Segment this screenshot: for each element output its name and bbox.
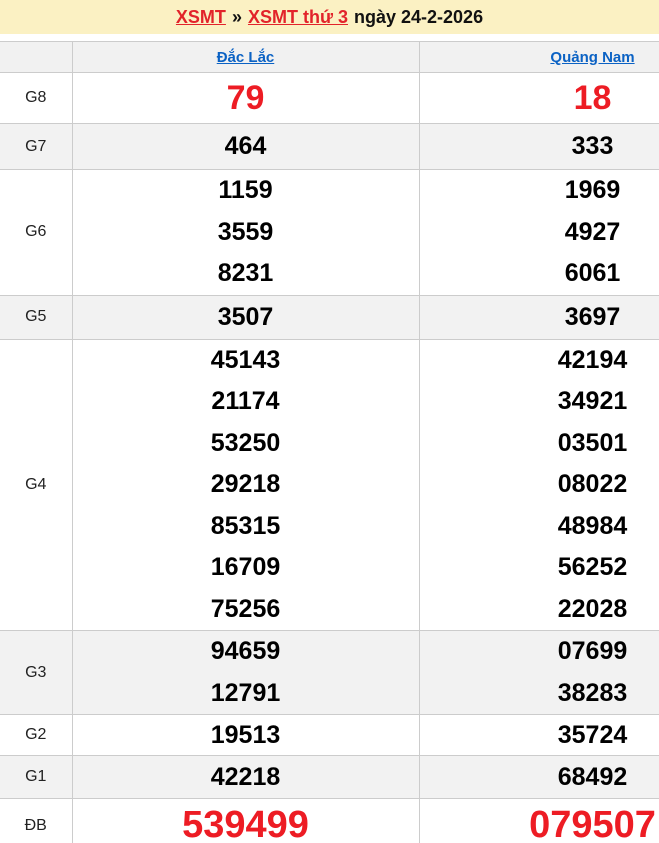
prize-number: 34921 (557, 387, 628, 415)
prize-number: 94659 (210, 637, 281, 665)
prize-number: 3559 (217, 217, 274, 246)
prize-row-g7: G7 464 333 (0, 123, 659, 170)
prize-number: 1969 (564, 176, 621, 204)
prize-row-g4: G4 45143 21174 53250 29218 85315 16709 75256 421… (0, 338, 659, 631)
province-header-quang-nam: Quảng Nam (418, 41, 659, 73)
prize-number: 18 (573, 79, 612, 117)
prize-number: 42194 (557, 345, 628, 374)
prize-numbers-cell: 1159 3559 8231 (71, 169, 420, 296)
page-header: XSMT » XSMT thứ 3 ngày 24-2-2026 (0, 0, 659, 34)
breadcrumb-separator: » (231, 6, 242, 27)
prize-number: 079507 (529, 804, 656, 843)
prize-numbers-cell: 18 (418, 72, 659, 124)
results-table: Đắc Lắc Quảng Nam G8 79 18 G7 464 333 G6 1159 35… (0, 41, 659, 843)
prize-row-g6: G6 1159 3559 8231 1969 4927 6061 (0, 169, 659, 296)
prize-label-db: ĐB (0, 798, 73, 843)
province-header-row: Đắc Lắc Quảng Nam (0, 41, 659, 73)
prize-number: 38283 (557, 678, 628, 707)
xsmt-thu-3-link[interactable]: XSMT thứ 3 (247, 6, 348, 27)
corner-cell (0, 41, 73, 73)
prize-numbers-cell: 19513 (71, 714, 420, 756)
draw-date: ngày 24-2-2026 (354, 6, 484, 27)
prize-row-db: ĐB 539499 079507 (0, 798, 659, 843)
prize-label-g6: G6 (0, 169, 73, 296)
prize-row-g2: G2 19513 35724 (0, 714, 659, 756)
prize-numbers-cell: 333 (418, 123, 659, 170)
prize-numbers-cell: 07699 38283 (418, 630, 659, 715)
prize-number: 3507 (217, 302, 274, 331)
prize-number: 12791 (210, 678, 281, 707)
prize-numbers-cell: 3507 (71, 294, 420, 340)
prize-number: 6061 (564, 259, 621, 287)
prize-numbers-cell: 3697 (418, 294, 659, 340)
prize-number: 79 (226, 79, 265, 117)
prize-numbers-cell: 68492 (418, 755, 659, 799)
prize-number: 16709 (210, 553, 281, 581)
prize-number: 3697 (564, 302, 621, 331)
prize-number: 539499 (182, 804, 309, 843)
prize-label-g5: G5 (0, 294, 73, 340)
spacer (0, 34, 659, 41)
prize-numbers-cell: 539499 (71, 798, 420, 843)
prize-number: 53250 (210, 428, 281, 457)
prize-number: 35724 (557, 721, 628, 749)
prize-number: 42218 (210, 763, 281, 791)
prize-label-g3: G3 (0, 630, 73, 715)
province-link-dac-lac[interactable]: Đắc Lắc (216, 48, 275, 66)
prize-number: 464 (224, 132, 267, 160)
prize-number: 68492 (557, 763, 628, 791)
prize-number: 22028 (557, 594, 628, 623)
prize-label-g1: G1 (0, 755, 73, 799)
prize-label-g4: G4 (0, 338, 73, 631)
province-link-quang-nam[interactable]: Quảng Nam (550, 48, 635, 66)
prize-row-g3: G3 94659 12791 07699 38283 (0, 630, 659, 715)
prize-label-g7: G7 (0, 123, 73, 170)
prize-number: 48984 (557, 511, 628, 540)
prize-numbers-cell: 79 (71, 72, 420, 124)
prize-label-g8: G8 (0, 72, 73, 124)
prize-number: 45143 (210, 345, 281, 374)
prize-numbers-cell: 35724 (418, 714, 659, 756)
xsmt-link[interactable]: XSMT (175, 6, 226, 27)
prize-number: 29218 (210, 470, 281, 498)
prize-row-g5: G5 3507 3697 (0, 294, 659, 340)
prize-number: 19513 (210, 721, 281, 749)
prize-number: 21174 (211, 387, 280, 415)
prize-numbers-cell: 1969 4927 6061 (418, 169, 659, 296)
prize-row-g8: G8 79 18 (0, 72, 659, 124)
prize-numbers-cell: 42194 34921 03501 08022 48984 56252 22028 (418, 338, 659, 631)
prize-row-g1: G1 42218 68492 (0, 755, 659, 799)
prize-number: 333 (571, 132, 614, 160)
prize-number: 4927 (564, 217, 621, 246)
prize-numbers-cell: 45143 21174 53250 29218 85315 16709 75256 (71, 338, 420, 631)
prize-numbers-cell: 94659 12791 (71, 630, 420, 715)
prize-numbers-cell: 42218 (71, 755, 420, 799)
prize-numbers-cell: 464 (71, 123, 420, 170)
results-body: G8 79 18 G7 464 333 G6 1159 3559 8231 1969 4927 6061… (0, 72, 659, 843)
prize-number: 8231 (217, 259, 274, 287)
prize-number: 1159 (218, 176, 273, 204)
prize-number: 08022 (557, 470, 628, 498)
prize-number: 07699 (557, 637, 628, 665)
prize-numbers-cell: 079507 (418, 798, 659, 843)
prize-number: 75256 (210, 594, 281, 623)
province-header-dac-lac: Đắc Lắc (71, 41, 420, 73)
prize-number: 85315 (210, 511, 281, 540)
prize-label-g2: G2 (0, 714, 73, 756)
prize-number: 56252 (557, 553, 628, 581)
prize-number: 03501 (557, 428, 628, 457)
results-table-viewport: Đắc Lắc Quảng Nam G8 79 18 G7 464 333 G6 1159 35… (0, 41, 659, 843)
